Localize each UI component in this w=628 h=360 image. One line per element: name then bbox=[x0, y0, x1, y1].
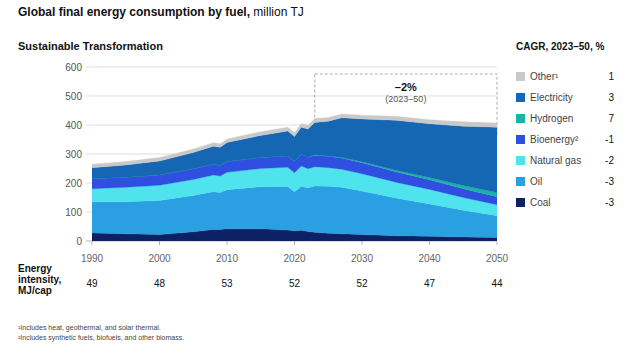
label-line: intensity, bbox=[18, 274, 61, 285]
y-tick-label: 400 bbox=[65, 120, 82, 131]
legend-swatch bbox=[516, 198, 525, 207]
legend-label: Coal bbox=[530, 197, 551, 208]
x-tick bbox=[429, 241, 430, 245]
x-tick bbox=[362, 241, 363, 245]
area bbox=[92, 114, 497, 168]
x-tick bbox=[294, 241, 295, 245]
legend-cagr: 1 bbox=[608, 71, 614, 82]
legend-cagr: 7 bbox=[608, 113, 614, 124]
legend-cagr: -3 bbox=[605, 176, 614, 187]
footnote: ¹Includes heat, geothermal, and solar th… bbox=[18, 324, 161, 332]
x-tick bbox=[497, 241, 498, 245]
legend-label: Bioenergy² bbox=[530, 134, 579, 145]
y-tick-label: 100 bbox=[65, 207, 82, 218]
legend-cagr: -1 bbox=[605, 134, 614, 145]
legend-cagr: -3 bbox=[605, 197, 614, 208]
x-tick-label: 2020 bbox=[283, 253, 306, 264]
energy-intensity-value: 52 bbox=[356, 278, 368, 289]
annotation-subtext: (2023–50) bbox=[385, 94, 426, 104]
energy-intensity-value: 53 bbox=[221, 278, 233, 289]
legend-swatch bbox=[516, 135, 525, 144]
legend-title: CAGR, 2023–50, % bbox=[516, 41, 604, 52]
x-tick-label: 2050 bbox=[486, 253, 509, 264]
annotation-text: –2% bbox=[395, 81, 417, 93]
legend-swatch bbox=[516, 156, 525, 165]
subtitle: Sustainable Transformation bbox=[18, 40, 163, 52]
legend-cagr: -2 bbox=[605, 155, 614, 166]
energy-intensity-value: 47 bbox=[424, 278, 436, 289]
page: {"chart_data": { "type": "area", "title"… bbox=[0, 0, 628, 360]
legend-label: Hydrogen bbox=[530, 113, 573, 124]
area bbox=[92, 118, 497, 193]
legend-swatch bbox=[516, 72, 525, 81]
y-tick-label: 200 bbox=[65, 178, 82, 189]
energy-intensity-label: Energyintensity,MJ/cap bbox=[18, 263, 61, 296]
legend-swatch bbox=[516, 114, 525, 123]
x-tick-label: 1990 bbox=[81, 253, 104, 264]
y-tick-label: 0 bbox=[76, 236, 82, 247]
energy-intensity-value: 49 bbox=[86, 278, 98, 289]
footnote: ²Includes synthetic fuels, biofuels, and… bbox=[18, 334, 184, 342]
energy-intensity-value: 44 bbox=[491, 278, 503, 289]
y-tick-label: 300 bbox=[65, 149, 82, 160]
x-tick bbox=[92, 241, 93, 245]
title-part: million TJ bbox=[250, 5, 304, 19]
grid-line bbox=[86, 96, 497, 97]
y-tick-label: 500 bbox=[65, 91, 82, 102]
title: Global final energy consumption by fuel,… bbox=[18, 5, 304, 19]
legend-swatch bbox=[516, 93, 525, 102]
legend-cagr: 3 bbox=[608, 92, 614, 103]
x-tick-label: 2030 bbox=[351, 253, 374, 264]
label-line: MJ/cap bbox=[18, 285, 52, 296]
label-line: Energy bbox=[18, 263, 52, 274]
x-tick-label: 2000 bbox=[148, 253, 171, 264]
grid-line bbox=[86, 67, 497, 68]
chart: Global final energy consumption by fuel,… bbox=[0, 0, 628, 360]
legend: Other¹ 1 Electricity 3 Hydrogen 7 Bioenergy² -1… bbox=[516, 71, 614, 208]
x-tick bbox=[159, 241, 160, 245]
areas bbox=[92, 114, 497, 241]
y-tick-label: 600 bbox=[65, 62, 82, 73]
title-part: Global final energy consumption by fuel, bbox=[18, 5, 250, 19]
legend-label: Electricity bbox=[530, 92, 573, 103]
x-tick-label: 2010 bbox=[216, 253, 239, 264]
energy-intensity-value: 52 bbox=[289, 278, 301, 289]
x-tick-label: 2040 bbox=[418, 253, 441, 264]
legend-label: Oil bbox=[530, 176, 542, 187]
x-tick bbox=[227, 241, 228, 245]
grid bbox=[86, 67, 497, 241]
legend-label: Natural gas bbox=[530, 155, 581, 166]
legend-label: Other¹ bbox=[530, 71, 559, 82]
energy-intensity-value: 48 bbox=[154, 278, 166, 289]
legend-swatch bbox=[516, 177, 525, 186]
